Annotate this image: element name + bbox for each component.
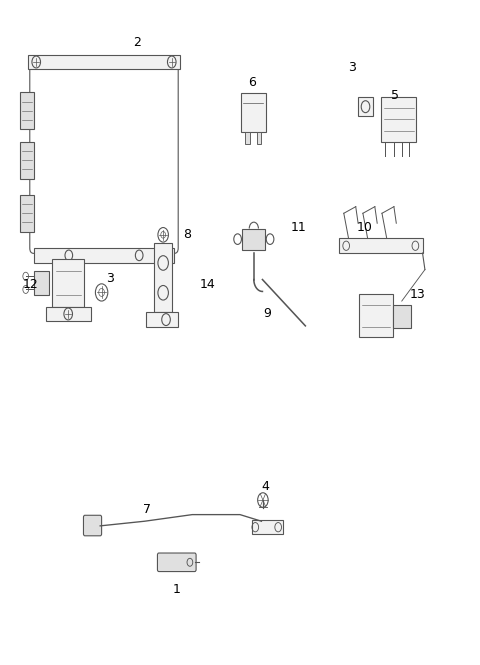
- Text: 12: 12: [23, 279, 39, 291]
- Bar: [252, 520, 283, 535]
- Bar: [34, 271, 49, 295]
- Bar: [257, 132, 262, 144]
- Text: 4: 4: [261, 479, 269, 493]
- Text: 9: 9: [264, 307, 272, 321]
- Text: 1: 1: [173, 583, 181, 596]
- Bar: [20, 142, 34, 178]
- Bar: [393, 305, 411, 328]
- Text: 13: 13: [409, 287, 425, 301]
- Bar: [154, 243, 172, 313]
- Bar: [360, 295, 393, 337]
- Text: 11: 11: [290, 221, 306, 234]
- Text: 8: 8: [183, 228, 192, 241]
- Text: 7: 7: [143, 503, 151, 517]
- Text: 14: 14: [200, 279, 216, 291]
- FancyBboxPatch shape: [30, 61, 178, 253]
- Bar: [241, 94, 266, 132]
- Text: 10: 10: [357, 221, 373, 234]
- Bar: [28, 55, 180, 69]
- Bar: [20, 195, 34, 231]
- Bar: [145, 313, 178, 327]
- Text: 2: 2: [133, 36, 141, 49]
- Bar: [245, 132, 250, 144]
- Bar: [381, 96, 416, 142]
- Text: 5: 5: [391, 89, 399, 102]
- Bar: [242, 229, 265, 250]
- Text: 6: 6: [248, 76, 256, 88]
- Bar: [339, 239, 422, 253]
- Text: 3: 3: [348, 61, 356, 74]
- Bar: [52, 259, 84, 307]
- FancyBboxPatch shape: [84, 515, 102, 536]
- Bar: [358, 97, 373, 116]
- Text: 3: 3: [106, 272, 114, 285]
- Bar: [20, 92, 34, 129]
- Bar: [46, 307, 91, 321]
- FancyBboxPatch shape: [157, 553, 196, 571]
- Bar: [34, 248, 174, 263]
